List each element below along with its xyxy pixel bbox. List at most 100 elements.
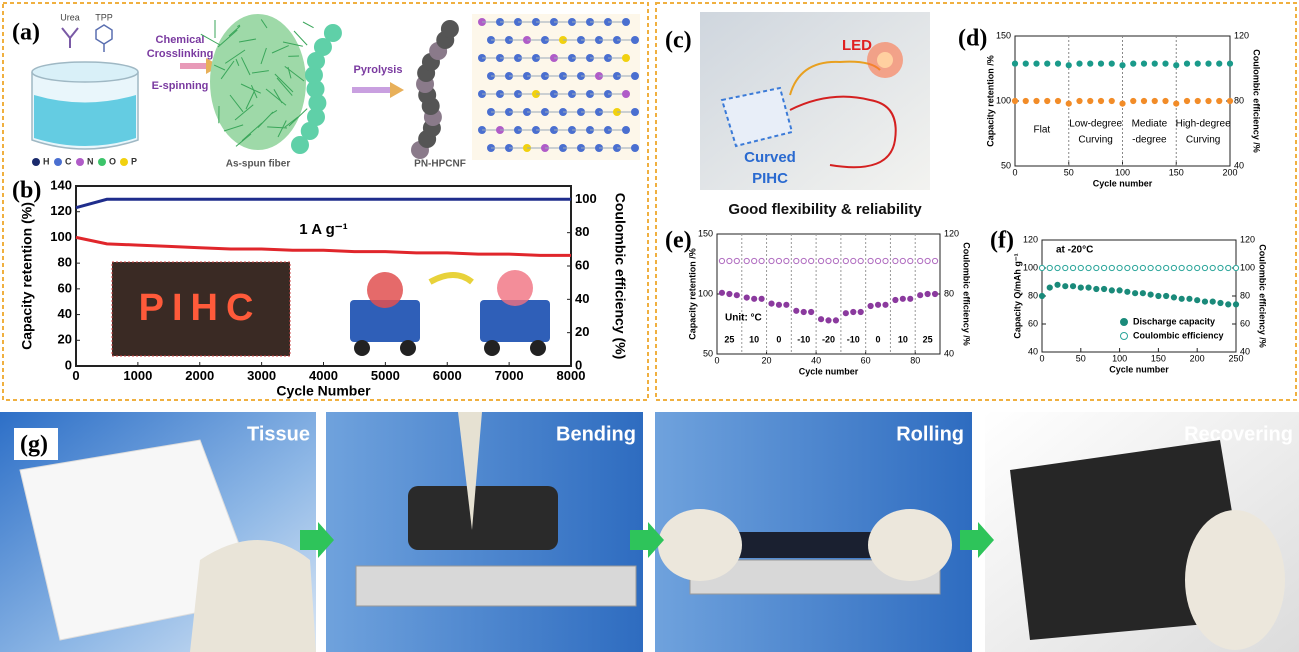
data-point — [1164, 293, 1169, 298]
robot-fan — [497, 270, 533, 306]
data-point — [1086, 285, 1091, 290]
x-tick-label: 0 — [1039, 354, 1044, 364]
data-point — [759, 258, 764, 263]
data-point — [1125, 289, 1130, 294]
x-tick-label: 100 — [1112, 354, 1127, 364]
data-point — [744, 258, 749, 263]
y2-tick-label: 100 — [575, 191, 597, 206]
element-dot — [32, 158, 40, 166]
device-label: Curved — [744, 149, 796, 166]
data-point — [1066, 63, 1071, 68]
data-point — [809, 258, 814, 263]
data-point — [932, 291, 937, 296]
data-point — [1195, 98, 1200, 103]
data-point — [1131, 61, 1136, 66]
x-tick-label: 0 — [1012, 168, 1017, 178]
data-point — [1047, 265, 1052, 270]
x-tick-label: 40 — [811, 356, 821, 366]
data-point — [1012, 98, 1017, 103]
y-tick-label: 100 — [1023, 262, 1038, 272]
y-tick-label: 20 — [58, 332, 72, 347]
temperature-label: -20 — [822, 334, 835, 344]
lattice-atom — [622, 18, 630, 26]
data-point — [794, 258, 799, 263]
data-point — [1109, 288, 1114, 293]
data-point — [833, 318, 838, 323]
panel-label: (b) — [12, 178, 41, 204]
robot-body — [480, 300, 550, 342]
data-point — [1055, 61, 1060, 66]
step-label: Chemical — [156, 34, 205, 46]
data-point — [1109, 265, 1114, 270]
data-point — [1156, 265, 1161, 270]
data-point — [1179, 265, 1184, 270]
data-point — [1148, 292, 1153, 297]
data-point — [1125, 265, 1130, 270]
data-point — [752, 258, 757, 263]
data-point — [1133, 291, 1138, 296]
y-tick-label: 100 — [996, 95, 1011, 105]
x-tick-label: 2000 — [185, 368, 214, 383]
temperature-label: -10 — [847, 334, 860, 344]
data-point — [1218, 265, 1223, 270]
glove — [190, 540, 316, 652]
x-tick-label: 5000 — [371, 368, 400, 383]
step-label: E-spinning — [152, 80, 209, 92]
data-point — [759, 296, 764, 301]
data-point — [1055, 98, 1060, 103]
figure: (a) Urea TPP Chemical Crosslinking E-spi… — [0, 0, 1299, 652]
product-label: As-spun fiber — [226, 159, 291, 170]
data-point — [851, 258, 856, 263]
y-tick-label: 60 — [1028, 318, 1038, 328]
element-label: H — [43, 156, 50, 166]
data-point — [1109, 98, 1114, 103]
data-point — [1063, 284, 1068, 289]
data-point — [1217, 98, 1222, 103]
data-point — [784, 258, 789, 263]
data-point — [883, 258, 888, 263]
data-point — [900, 258, 905, 263]
data-point — [1206, 98, 1211, 103]
data-point — [1088, 98, 1093, 103]
y-tick-label: 100 — [50, 229, 72, 244]
unit-label: Unit: °C — [725, 313, 762, 324]
data-point — [1066, 101, 1071, 106]
step-label: Crosslinking — [147, 48, 214, 60]
data-point — [1179, 296, 1184, 301]
data-point — [1184, 61, 1189, 66]
y-tick-label: 80 — [1028, 290, 1038, 300]
step-title: Tissue — [247, 423, 310, 445]
data-point — [719, 290, 724, 295]
data-point — [1098, 98, 1103, 103]
region-label: Curving — [1078, 135, 1112, 146]
legend-marker — [1121, 319, 1128, 326]
x-tick-label: 4000 — [309, 368, 338, 383]
data-point — [1217, 61, 1222, 66]
caption: Good flexibility & reliability — [728, 201, 922, 218]
y-tick-label: 60 — [58, 280, 72, 295]
step-label: Pyrolysis — [354, 64, 403, 76]
panel-label: (a) — [12, 20, 40, 46]
data-point — [1195, 61, 1200, 66]
lattice-atom — [631, 108, 639, 116]
y2-tick-label: 40 — [944, 348, 954, 358]
data-point — [918, 258, 923, 263]
ruler — [356, 566, 636, 606]
annotation: at -20°C — [1056, 245, 1093, 256]
data-point — [1226, 302, 1231, 307]
region-label: Low-degree — [1069, 119, 1122, 130]
data-point — [1233, 302, 1238, 307]
data-point — [1117, 288, 1122, 293]
data-point — [1195, 265, 1200, 270]
data-point — [1163, 61, 1168, 66]
data-point — [1070, 265, 1075, 270]
x-tick-label: 150 — [1151, 354, 1166, 364]
y2-tick-label: 80 — [1234, 95, 1244, 105]
x-tick-label: 6000 — [433, 368, 462, 383]
data-point — [1034, 98, 1039, 103]
data-point — [893, 258, 898, 263]
x-tick-label: 50 — [1076, 354, 1086, 364]
data-point — [1012, 61, 1017, 66]
data-point — [1174, 101, 1179, 106]
data-point — [826, 258, 831, 263]
